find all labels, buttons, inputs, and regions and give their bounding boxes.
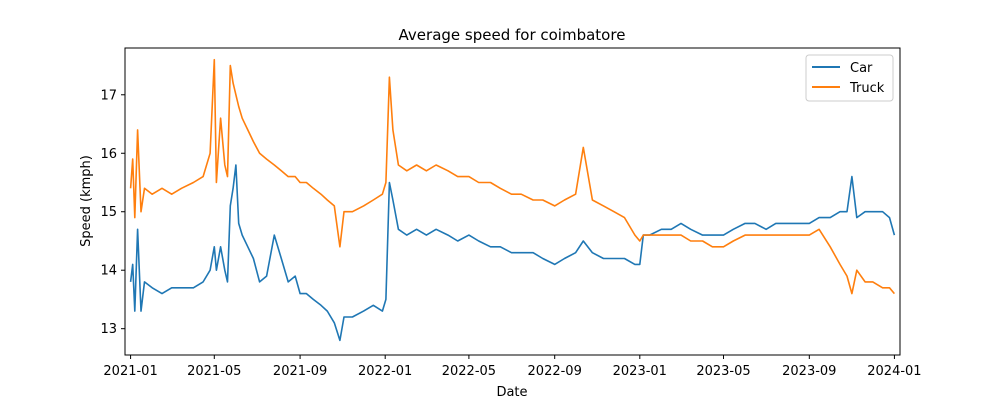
series-line-car [129, 164, 896, 342]
x-tick-label: 2022-09 [528, 364, 582, 379]
x-tick-label: 2022-01 [358, 364, 412, 379]
legend-car-label: Car [850, 61, 873, 76]
x-tick-label: 2022-05 [442, 364, 496, 379]
x-tick-label: 2021-05 [187, 364, 241, 379]
y-tick-label: 13 [100, 322, 117, 337]
plot-frame [124, 47, 901, 356]
series-line-truck [129, 58, 896, 295]
x-tick-label: 2023-01 [613, 364, 667, 379]
legend-truck-label: Truck [849, 81, 885, 96]
x-tick-label: 2021-01 [103, 364, 157, 379]
y-tick-label: 16 [100, 147, 117, 162]
x-tick-label: 2024-01 [867, 364, 921, 379]
y-axis-ticks: 13 14 15 16 17 [100, 88, 125, 337]
legend: Car Truck [805, 54, 894, 102]
y-axis-label: Speed (kmph) [79, 155, 94, 247]
y-tick-label: 14 [100, 264, 117, 279]
x-tick-label: 2023-09 [782, 364, 836, 379]
x-axis-label: Date [496, 385, 527, 400]
chart-title: Average speed for coimbatore [399, 26, 626, 44]
x-axis-ticks: 2021-01 2021-05 2021-09 2022-01 2022-05 2022-… [103, 355, 922, 379]
x-tick-label: 2023-05 [696, 364, 750, 379]
y-tick-label: 17 [100, 88, 117, 103]
y-tick-label: 15 [100, 205, 117, 220]
x-tick-label: 2021-09 [273, 364, 327, 379]
series-lines [129, 58, 896, 342]
